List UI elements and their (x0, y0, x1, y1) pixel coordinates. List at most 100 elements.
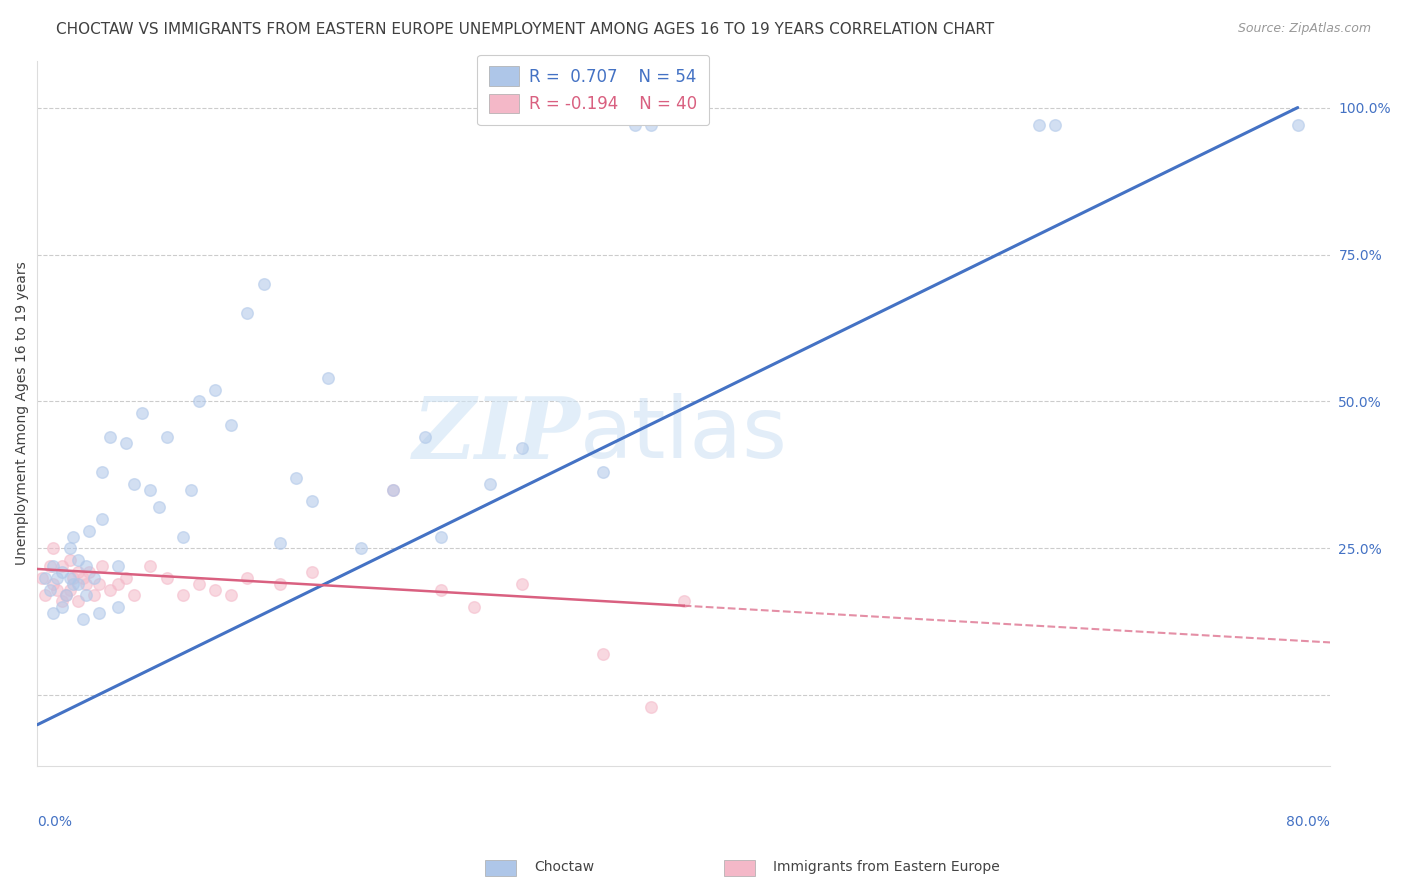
Point (172, 588, 194, 602)
Point (51, 559, 73, 574)
Point (510, 576, 533, 591)
Text: CHOCTAW VS IMMIGRANTS FROM EASTERN EUROPE UNEMPLOYMENT AMONG AGES 16 TO 19 YEARS: CHOCTAW VS IMMIGRANTS FROM EASTERN EUROP… (56, 22, 994, 37)
Point (75, 588, 97, 602)
Point (34, 588, 56, 602)
Point (115, 571, 138, 585)
Point (1286, 118, 1309, 132)
Text: Source: ZipAtlas.com: Source: ZipAtlas.com (1237, 22, 1371, 36)
Point (62, 576, 84, 591)
Text: 0.0%: 0.0% (38, 815, 72, 830)
Point (139, 559, 162, 574)
Point (155, 430, 177, 444)
Point (42, 576, 65, 591)
Point (59, 553, 82, 567)
Point (75, 559, 97, 574)
Point (430, 582, 453, 597)
Point (381, 483, 404, 497)
Point (187, 394, 209, 409)
Point (269, 535, 291, 549)
Point (87, 606, 110, 620)
Point (107, 600, 129, 615)
Point (62, 530, 84, 544)
Point (124, 588, 146, 602)
Point (236, 306, 259, 320)
Point (640, 700, 662, 714)
Point (77, 565, 100, 579)
Point (131, 406, 153, 420)
Point (115, 435, 138, 450)
Point (510, 442, 533, 456)
Point (66, 594, 89, 608)
Point (148, 500, 170, 515)
Point (187, 576, 209, 591)
Point (1045, 118, 1067, 132)
Point (219, 588, 242, 602)
Point (51, 594, 73, 608)
Point (107, 576, 129, 591)
Point (72, 571, 94, 585)
Point (87, 576, 110, 591)
Point (413, 430, 436, 444)
Point (83, 571, 105, 585)
Point (1028, 118, 1050, 132)
Point (316, 371, 339, 385)
Text: Choctaw: Choctaw (534, 860, 595, 874)
Point (236, 571, 259, 585)
Point (430, 530, 453, 544)
Point (59, 571, 82, 585)
Point (59, 582, 82, 597)
Point (34, 571, 56, 585)
Text: ZIP: ZIP (412, 392, 581, 476)
Point (107, 559, 129, 574)
Point (39, 559, 62, 574)
Point (592, 647, 614, 661)
Point (204, 582, 226, 597)
Point (301, 494, 323, 508)
Point (42, 606, 65, 620)
Point (381, 483, 404, 497)
Point (55, 588, 77, 602)
Point (301, 565, 323, 579)
Point (55, 588, 77, 602)
Point (39, 582, 62, 597)
Point (31, 571, 53, 585)
Point (269, 576, 291, 591)
Point (172, 530, 194, 544)
Legend: R =  0.707    N = 54, R = -0.194    N = 40: R = 0.707 N = 54, R = -0.194 N = 40 (478, 54, 709, 125)
Point (252, 277, 274, 291)
Point (83, 588, 105, 602)
Text: Immigrants from Eastern Europe: Immigrants from Eastern Europe (773, 860, 1000, 874)
Point (45, 582, 67, 597)
Point (66, 553, 89, 567)
Text: atlas: atlas (581, 392, 789, 475)
Point (62, 571, 84, 585)
Point (42, 541, 65, 556)
Point (284, 471, 307, 485)
Text: 80.0%: 80.0% (1286, 815, 1330, 830)
Point (66, 565, 89, 579)
Point (139, 483, 162, 497)
Point (91, 465, 114, 479)
Point (478, 476, 501, 491)
Point (349, 541, 371, 556)
Y-axis label: Unemployment Among Ages 16 to 19 years: Unemployment Among Ages 16 to 19 years (15, 261, 30, 565)
Point (592, 465, 614, 479)
Point (124, 476, 146, 491)
Point (98, 582, 121, 597)
Point (51, 600, 73, 615)
Point (98, 430, 121, 444)
Point (42, 559, 65, 574)
Point (72, 612, 94, 626)
Point (672, 594, 695, 608)
Point (75, 576, 97, 591)
Point (219, 417, 242, 432)
Point (463, 600, 485, 615)
Point (66, 576, 89, 591)
Point (91, 512, 114, 526)
Point (155, 571, 177, 585)
Point (51, 565, 73, 579)
Point (45, 571, 67, 585)
Point (91, 559, 114, 574)
Point (180, 483, 202, 497)
Point (640, 118, 662, 132)
